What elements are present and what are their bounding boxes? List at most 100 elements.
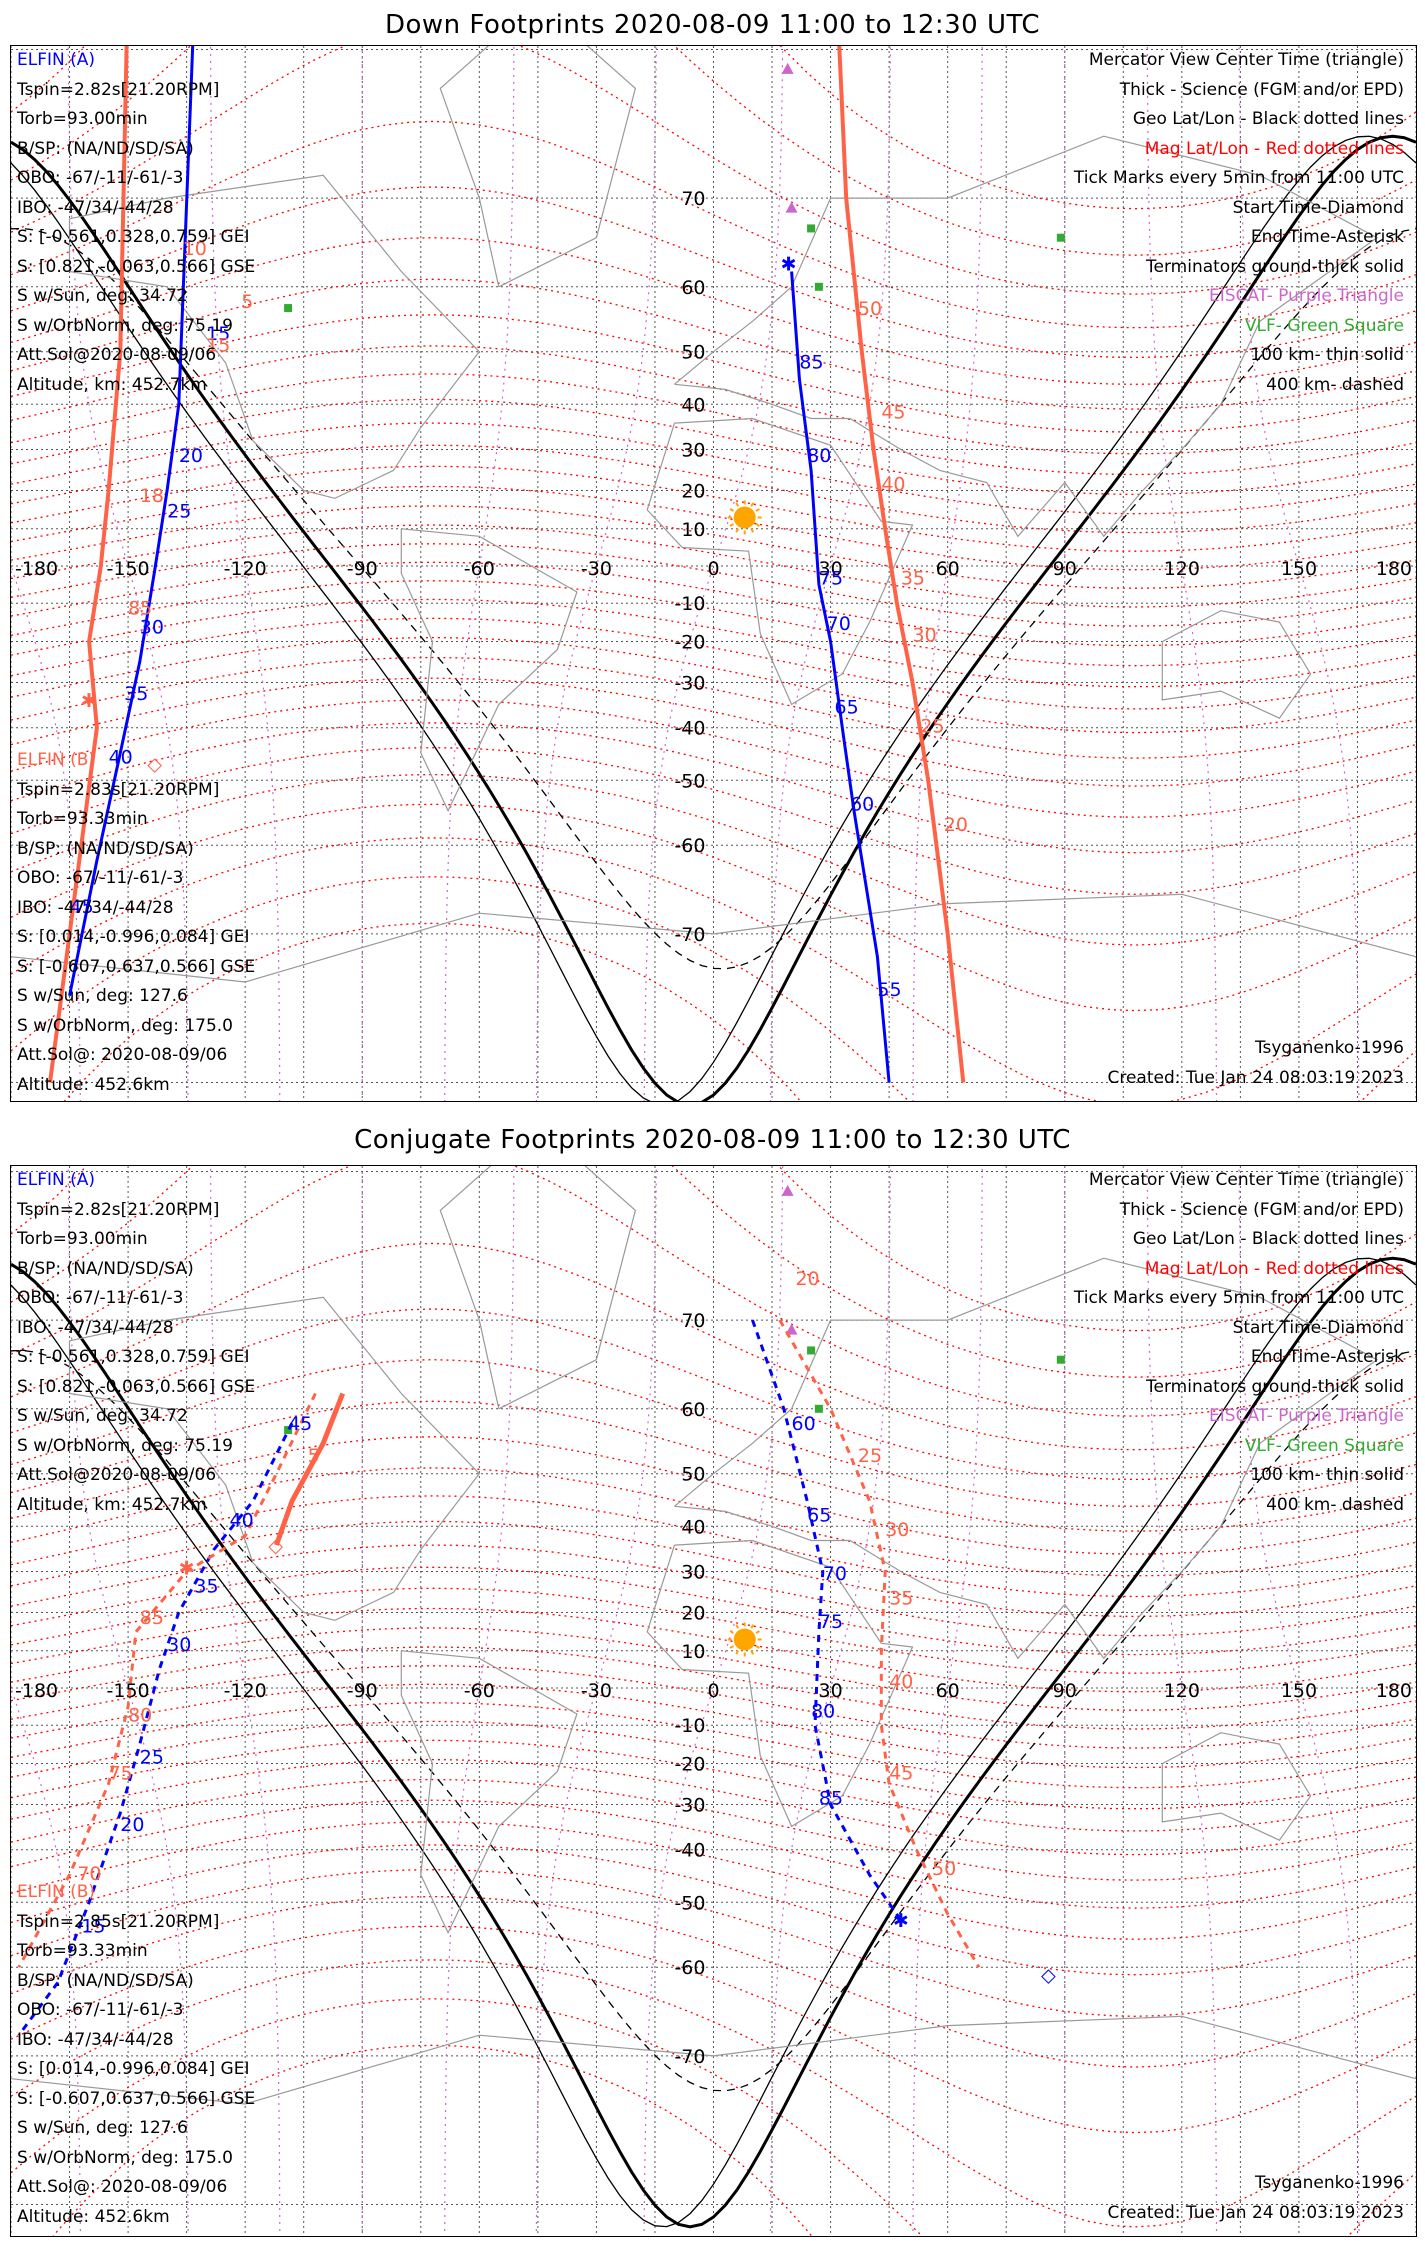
legend-item: Tick Marks every 5min from 11:00 UTC [1073,168,1404,188]
legend-item: Mercator View Center Time (triangle) [1088,50,1404,70]
lat-tick-label: 30 [681,440,705,462]
track-b-science [274,1392,346,1546]
mag-parallel [11,422,1416,515]
mag-parallel [11,1844,1416,1976]
sun-ray [755,523,760,527]
lat-tick-label: -50 [674,770,705,792]
track-a-tick-label: 25 [167,500,191,522]
terminator-ground [11,1256,1416,2229]
track-b-tick-label: 50 [858,298,882,320]
track-b-tick-label: 40 [881,473,905,495]
vlf-square-icon [1056,233,1065,242]
model-name: Tsyganenko-1996 [1254,1038,1404,1058]
sun-ray [729,1645,734,1649]
info-line: OBO: -67/-11/-61/-3 [17,2000,184,2020]
track-b-tick-label: 35 [889,1588,913,1610]
legend-item: End Time-Asterisk [1250,1347,1404,1367]
coastline [439,1166,637,1410]
mag-parallel [11,747,1416,895]
track-b-tick-label: 25 [920,716,944,738]
mag-parallel [11,598,1416,688]
axis-labels: -180 -150 -120 -90 -60 -30 0 30 60 90 120 150 180 70 6… [15,188,1412,946]
mag-parallel [11,1683,1416,1769]
info-line: Tspin=2.83s[21.20RPM] [17,779,220,800]
track-b-tick-label: 20 [944,814,968,836]
info-line: Torb=93.00min [17,1229,148,1249]
legend-item: EISCAT- Purple Triangle [1209,1406,1404,1426]
info-line: S: [-0.561,0.328,0.759] GEI [17,227,250,247]
info-line: B/SP: (NA/ND/SD/SA) [17,1970,194,1991]
mercator-map: -180 -150 -120 -90 -60 -30 0 30 60 90 120 150 180 70 6… [11,46,1416,1101]
eiscat-triangle-icon [781,62,794,74]
info-line: S: [0.014,-0.996,0.084] GEI [17,927,250,947]
lon-tick-label: -120 [224,558,267,580]
sun-ray [750,502,755,507]
legend-item: Geo Lat/Lon - Black dotted lines [1132,1229,1404,1249]
sun-ray [735,1650,740,1655]
lon-tick-label: 90 [1053,1680,1077,1702]
panel-title: Down Footprints 2020-08-09 11:00 to 12:3… [384,10,1041,40]
info-line: S w/OrbNorm, deg: 75.19 [17,1435,234,1456]
lat-tick-label: -70 [674,2046,705,2068]
lon-tick-label: -60 [464,1680,495,1702]
mag-parallel [11,837,1416,1101]
mag-parallel [11,465,1416,552]
track-a-east [751,1319,903,1921]
coastline [400,1650,578,1935]
info-line: S w/Sun, deg: 34.72 [17,286,188,306]
legend-item: Mag Lat/Lon - Red dotted lines [1144,138,1404,159]
lon-tick-label: 180 [1376,1680,1412,1702]
legend-item: Thick - Science (FGM and/or EPD) [1119,1199,1404,1220]
coastline [68,1296,481,1621]
legend-item: Thick - Science (FGM and/or EPD) [1119,79,1404,100]
info-line: Torb=93.33min [17,1941,148,1961]
legend-item: Start Time-Diamond [1232,1317,1404,1338]
info-line: Torb=93.33min [17,809,148,829]
track-a-east [790,271,891,1083]
track-a-tick-label: 20 [179,445,203,467]
footer-right: Tsyganenko-1996 Created: Tue Jan 24 08:0… [1107,1034,1404,1093]
lat-tick-label: 30 [681,1562,705,1584]
legend-item: VLF- Green Square [1244,315,1404,336]
mag-parallel [11,699,1416,818]
end-asterisk-icon: ✱ [893,1910,909,1932]
mag-parallel [11,1869,1416,2017]
lat-tick-label: 20 [681,1602,705,1624]
coastline [68,174,481,499]
info-line: S w/Sun, deg: 34.72 [17,1406,188,1426]
track-b-tick-label: 5 [308,1445,320,1467]
info-line: Altitude, km: 452.7km [17,374,207,395]
vlf-square-icon [284,304,293,313]
lon-tick-label: 150 [1281,558,1317,580]
legend-item: Mag Lat/Lon - Red dotted lines [1144,1258,1404,1279]
legend-item: VLF- Green Square [1244,1435,1404,1456]
legend-item: Tick Marks every 5min from 11:00 UTC [1073,1288,1404,1308]
mag-parallel [11,803,1416,1012]
mercator-map: -180 -150 -120 -90 -60 -30 0 30 60 90 120 150 180 70 6… [11,1166,1416,2236]
coastline [400,528,578,813]
track-b-tick-label: 10 [183,238,207,260]
elfin-b-header: ELFIN (B) [17,750,96,770]
end-asterisk-icon: ✱ [781,254,797,276]
track-a-tick-label: 80 [807,445,831,467]
track-a-tick-label: 75 [819,1611,843,1633]
track-b-tick-label: 40 [889,1671,913,1693]
track-b-west [48,46,129,1083]
track-b-tick-label: 50 [932,1858,956,1880]
mag-parallel [11,46,1416,295]
track-b-tick-label: 80 [128,1704,152,1726]
lat-tick-label: 10 [681,1641,705,1663]
lat-tick-label: 70 [681,1310,705,1332]
mag-parallel [11,1925,1416,2134]
vlf-square-icon [814,1404,823,1413]
legend: Mercator View Center Time (triangle) Thi… [1074,46,1404,400]
track-a-tick-label: 55 [877,979,901,1001]
info-line: S w/OrbNorm, deg: 175.0 [17,2147,234,2168]
mag-parallel [11,1166,1416,1417]
track-b-tick-label: 35 [901,568,925,590]
mag-parallel [11,1467,1416,1577]
sun-ray [755,508,760,512]
track-a-tick-label: 45 [288,1413,312,1435]
track-a-tick-label: 40 [109,747,133,769]
mag-parallel [11,524,1416,608]
